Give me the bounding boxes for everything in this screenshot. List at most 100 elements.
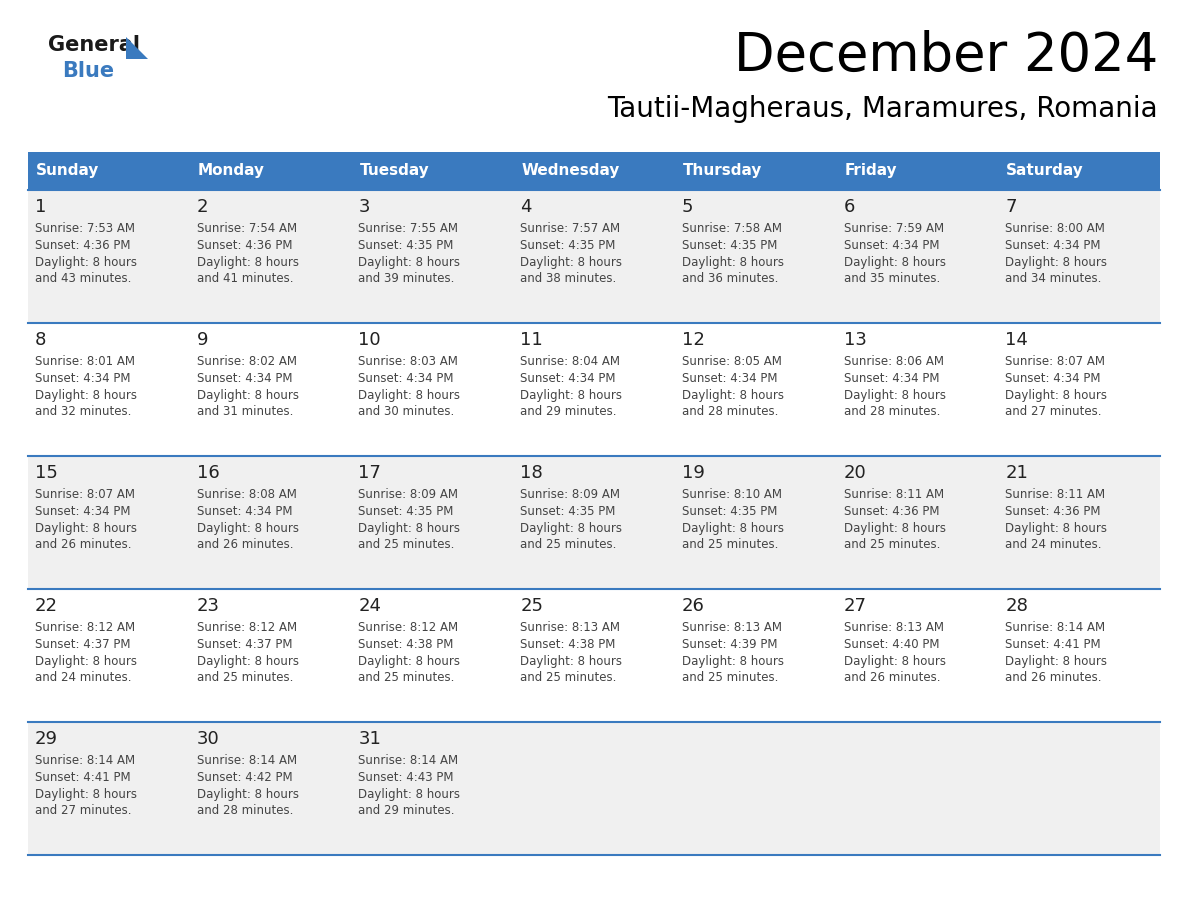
Text: Daylight: 8 hours: Daylight: 8 hours (1005, 655, 1107, 668)
Text: Thursday: Thursday (683, 163, 763, 178)
Text: Sunset: 4:36 PM: Sunset: 4:36 PM (1005, 505, 1101, 518)
Text: Sunset: 4:34 PM: Sunset: 4:34 PM (843, 239, 939, 252)
Text: 12: 12 (682, 331, 704, 349)
Text: Daylight: 8 hours: Daylight: 8 hours (1005, 522, 1107, 535)
Text: and 26 minutes.: and 26 minutes. (34, 538, 132, 551)
Text: Sunrise: 8:07 AM: Sunrise: 8:07 AM (34, 488, 135, 501)
Text: Sunset: 4:34 PM: Sunset: 4:34 PM (359, 372, 454, 385)
Text: Sunset: 4:34 PM: Sunset: 4:34 PM (197, 372, 292, 385)
Text: Sunrise: 8:01 AM: Sunrise: 8:01 AM (34, 355, 135, 368)
Text: 21: 21 (1005, 464, 1028, 482)
Text: and 30 minutes.: and 30 minutes. (359, 405, 455, 418)
Text: Daylight: 8 hours: Daylight: 8 hours (359, 655, 461, 668)
Text: and 29 minutes.: and 29 minutes. (520, 405, 617, 418)
Text: 27: 27 (843, 597, 866, 615)
Text: Sunset: 4:38 PM: Sunset: 4:38 PM (520, 638, 615, 651)
Text: Sunset: 4:34 PM: Sunset: 4:34 PM (34, 372, 131, 385)
Text: Tautii-Magheraus, Maramures, Romania: Tautii-Magheraus, Maramures, Romania (607, 95, 1158, 123)
Text: and 28 minutes.: and 28 minutes. (682, 405, 778, 418)
Text: Sunrise: 7:55 AM: Sunrise: 7:55 AM (359, 222, 459, 235)
Text: and 38 minutes.: and 38 minutes. (520, 272, 617, 285)
Text: Sunrise: 8:12 AM: Sunrise: 8:12 AM (359, 621, 459, 634)
Text: 4: 4 (520, 198, 532, 216)
Text: Sunset: 4:36 PM: Sunset: 4:36 PM (843, 505, 939, 518)
Text: Daylight: 8 hours: Daylight: 8 hours (197, 655, 298, 668)
Text: 2: 2 (197, 198, 208, 216)
Text: and 26 minutes.: and 26 minutes. (197, 538, 293, 551)
Text: Sunrise: 8:00 AM: Sunrise: 8:00 AM (1005, 222, 1105, 235)
Text: and 28 minutes.: and 28 minutes. (197, 804, 293, 817)
Text: and 34 minutes.: and 34 minutes. (1005, 272, 1101, 285)
Text: Sunrise: 8:14 AM: Sunrise: 8:14 AM (34, 754, 135, 767)
Text: and 26 minutes.: and 26 minutes. (843, 671, 940, 684)
Text: Sunrise: 7:54 AM: Sunrise: 7:54 AM (197, 222, 297, 235)
Text: Daylight: 8 hours: Daylight: 8 hours (682, 655, 784, 668)
Text: 29: 29 (34, 730, 58, 748)
Text: Sunrise: 8:03 AM: Sunrise: 8:03 AM (359, 355, 459, 368)
Text: Sunrise: 8:09 AM: Sunrise: 8:09 AM (520, 488, 620, 501)
Text: Daylight: 8 hours: Daylight: 8 hours (520, 256, 623, 269)
Text: Sunset: 4:40 PM: Sunset: 4:40 PM (843, 638, 939, 651)
Text: Monday: Monday (197, 163, 265, 178)
Text: 16: 16 (197, 464, 220, 482)
Text: 14: 14 (1005, 331, 1028, 349)
Text: Daylight: 8 hours: Daylight: 8 hours (682, 389, 784, 402)
Text: and 29 minutes.: and 29 minutes. (359, 804, 455, 817)
Text: Daylight: 8 hours: Daylight: 8 hours (34, 256, 137, 269)
Text: and 25 minutes.: and 25 minutes. (682, 671, 778, 684)
Text: 13: 13 (843, 331, 866, 349)
Text: Daylight: 8 hours: Daylight: 8 hours (34, 788, 137, 801)
Text: Sunrise: 7:58 AM: Sunrise: 7:58 AM (682, 222, 782, 235)
Text: Sunset: 4:35 PM: Sunset: 4:35 PM (520, 505, 615, 518)
Text: Daylight: 8 hours: Daylight: 8 hours (34, 655, 137, 668)
Text: and 25 minutes.: and 25 minutes. (359, 538, 455, 551)
FancyBboxPatch shape (29, 152, 1159, 190)
Text: Sunset: 4:34 PM: Sunset: 4:34 PM (843, 372, 939, 385)
Text: Wednesday: Wednesday (522, 163, 619, 178)
Text: Sunrise: 8:13 AM: Sunrise: 8:13 AM (843, 621, 943, 634)
Text: Daylight: 8 hours: Daylight: 8 hours (359, 389, 461, 402)
Text: and 43 minutes.: and 43 minutes. (34, 272, 132, 285)
Text: Blue: Blue (62, 61, 114, 81)
Text: Daylight: 8 hours: Daylight: 8 hours (1005, 256, 1107, 269)
Text: Sunrise: 8:14 AM: Sunrise: 8:14 AM (197, 754, 297, 767)
Text: 24: 24 (359, 597, 381, 615)
Text: Sunrise: 7:57 AM: Sunrise: 7:57 AM (520, 222, 620, 235)
Text: Sunrise: 8:12 AM: Sunrise: 8:12 AM (197, 621, 297, 634)
Text: Sunset: 4:39 PM: Sunset: 4:39 PM (682, 638, 777, 651)
Text: Daylight: 8 hours: Daylight: 8 hours (359, 788, 461, 801)
Text: Daylight: 8 hours: Daylight: 8 hours (197, 256, 298, 269)
FancyBboxPatch shape (29, 722, 1159, 855)
Text: Daylight: 8 hours: Daylight: 8 hours (197, 522, 298, 535)
Text: Sunrise: 8:11 AM: Sunrise: 8:11 AM (1005, 488, 1105, 501)
Text: and 31 minutes.: and 31 minutes. (197, 405, 293, 418)
Text: Sunrise: 8:07 AM: Sunrise: 8:07 AM (1005, 355, 1105, 368)
Text: Sunrise: 8:14 AM: Sunrise: 8:14 AM (359, 754, 459, 767)
Text: Sunrise: 8:12 AM: Sunrise: 8:12 AM (34, 621, 135, 634)
Text: Sunset: 4:42 PM: Sunset: 4:42 PM (197, 771, 292, 784)
Text: Daylight: 8 hours: Daylight: 8 hours (359, 522, 461, 535)
Text: Sunset: 4:41 PM: Sunset: 4:41 PM (1005, 638, 1101, 651)
Text: Daylight: 8 hours: Daylight: 8 hours (1005, 389, 1107, 402)
Text: and 28 minutes.: and 28 minutes. (843, 405, 940, 418)
Text: Sunset: 4:41 PM: Sunset: 4:41 PM (34, 771, 131, 784)
Text: Daylight: 8 hours: Daylight: 8 hours (520, 655, 623, 668)
Text: and 27 minutes.: and 27 minutes. (1005, 405, 1101, 418)
FancyBboxPatch shape (29, 456, 1159, 589)
Text: Daylight: 8 hours: Daylight: 8 hours (359, 256, 461, 269)
Text: Sunset: 4:35 PM: Sunset: 4:35 PM (682, 505, 777, 518)
Text: 25: 25 (520, 597, 543, 615)
Text: and 35 minutes.: and 35 minutes. (843, 272, 940, 285)
Text: Sunrise: 8:04 AM: Sunrise: 8:04 AM (520, 355, 620, 368)
Text: and 41 minutes.: and 41 minutes. (197, 272, 293, 285)
Text: Daylight: 8 hours: Daylight: 8 hours (682, 256, 784, 269)
Text: 7: 7 (1005, 198, 1017, 216)
Text: Daylight: 8 hours: Daylight: 8 hours (843, 522, 946, 535)
Text: Sunrise: 8:14 AM: Sunrise: 8:14 AM (1005, 621, 1105, 634)
Text: Saturday: Saturday (1006, 163, 1083, 178)
Text: Sunset: 4:34 PM: Sunset: 4:34 PM (197, 505, 292, 518)
Text: Daylight: 8 hours: Daylight: 8 hours (843, 389, 946, 402)
Text: General: General (48, 35, 140, 55)
Text: and 27 minutes.: and 27 minutes. (34, 804, 132, 817)
Text: 19: 19 (682, 464, 704, 482)
